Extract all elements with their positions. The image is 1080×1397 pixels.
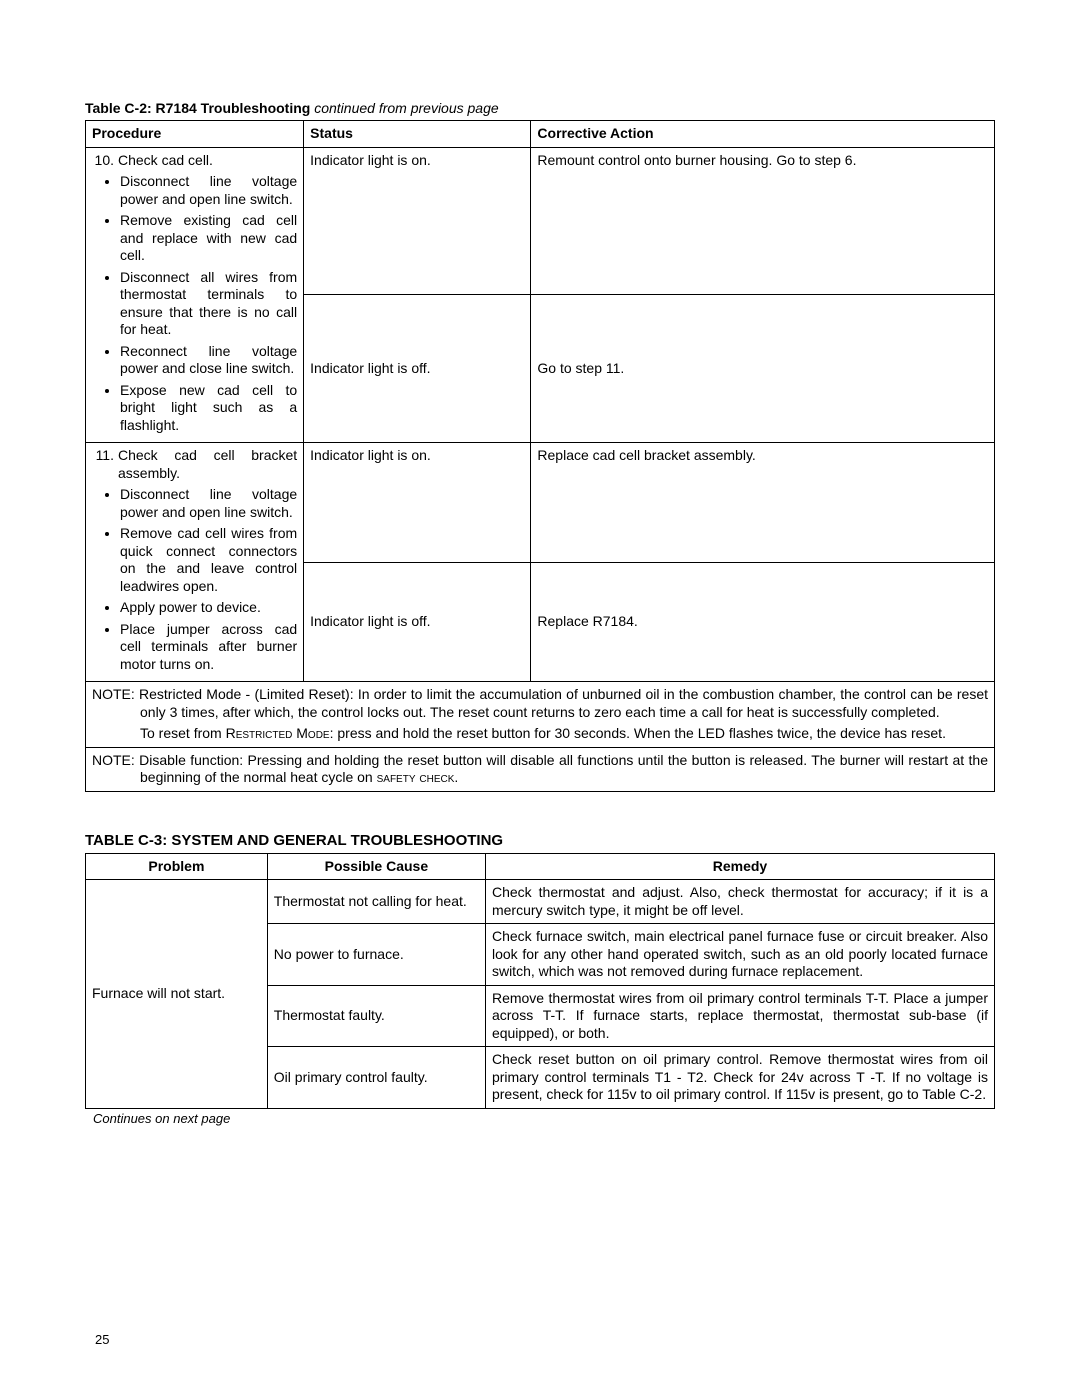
table-c3-title: TABLE C-3: SYSTEM AND GENERAL TROUBLESHO… bbox=[85, 832, 995, 849]
list-item: Place jumper across cad cell terminals a… bbox=[120, 621, 297, 674]
table-c2-caption-ital: continued from previous page bbox=[314, 100, 498, 116]
status-cell: Indicator light is on. bbox=[304, 147, 531, 295]
table-c2-header-row: Procedure Status Corrective Action bbox=[86, 121, 995, 148]
remedy-cell: Remove thermostat wires from oil primary… bbox=[485, 985, 994, 1047]
action-cell: Go to step 11. bbox=[531, 295, 995, 443]
header-status: Status bbox=[304, 121, 531, 148]
problem-cell: Furnace will not start. bbox=[86, 880, 268, 1109]
step10-bullets: Disconnect line voltage power and open l… bbox=[92, 173, 297, 434]
note1-line2: To reset from Restricted Mode: press and… bbox=[92, 725, 988, 743]
list-item: Expose new cad cell to bright light such… bbox=[120, 382, 297, 435]
status-cell: Indicator light is on. bbox=[304, 443, 531, 563]
table-c3-header-row: Problem Possible Cause Remedy bbox=[86, 853, 995, 880]
note1-sc: Restricted Mode bbox=[226, 725, 330, 741]
note1-post: : press and hold the reset button for 30… bbox=[330, 725, 946, 741]
step-number: 10. bbox=[92, 152, 116, 170]
list-item: Disconnect line voltage power and open l… bbox=[120, 486, 297, 521]
list-item: Remove existing cad cell and replace wit… bbox=[120, 212, 297, 265]
list-item: Remove cad cell wires from quick connect… bbox=[120, 525, 297, 595]
remedy-cell: Check furnace switch, main electrical pa… bbox=[485, 924, 994, 986]
cause-cell: Thermostat faulty. bbox=[267, 985, 485, 1047]
table-c2: Procedure Status Corrective Action 10. C… bbox=[85, 120, 995, 792]
header-remedy: Remedy bbox=[485, 853, 994, 880]
note2-post: . bbox=[454, 769, 458, 785]
procedure-cell-11: 11. Check cad cell bracket assembly. Dis… bbox=[86, 443, 304, 682]
procedure-cell-10: 10. Check cad cell. Disconnect line volt… bbox=[86, 147, 304, 443]
continues-note: Continues on next page bbox=[85, 1111, 995, 1126]
note-disable-function: NOTE: Disable function: Pressing and hol… bbox=[86, 747, 995, 791]
list-item: Apply power to device. bbox=[120, 599, 297, 617]
action-cell: Remount control onto burner housing. Go … bbox=[531, 147, 995, 295]
list-item: Disconnect line voltage power and open l… bbox=[120, 173, 297, 208]
step-lead: Check cad cell. bbox=[118, 152, 297, 170]
note1-pre: To reset from bbox=[140, 725, 226, 741]
cause-cell: Thermostat not calling for heat. bbox=[267, 880, 485, 924]
step-number: 11. bbox=[92, 447, 116, 482]
step11-bullets: Disconnect line voltage power and open l… bbox=[92, 486, 297, 673]
table-row: NOTE: Restricted Mode - (Limited Reset):… bbox=[86, 682, 995, 748]
table-row: 11. Check cad cell bracket assembly. Dis… bbox=[86, 443, 995, 563]
note2-sc: safety check bbox=[377, 769, 455, 785]
header-possible-cause: Possible Cause bbox=[267, 853, 485, 880]
status-cell: Indicator light is off. bbox=[304, 295, 531, 443]
list-item: Reconnect line voltage power and close l… bbox=[120, 343, 297, 378]
status-cell: Indicator light is off. bbox=[304, 562, 531, 682]
table-c3: Problem Possible Cause Remedy Furnace wi… bbox=[85, 853, 995, 1109]
header-corrective-action: Corrective Action bbox=[531, 121, 995, 148]
action-cell: Replace cad cell bracket assembly. bbox=[531, 443, 995, 563]
remedy-cell: Check reset button on oil primary contro… bbox=[485, 1047, 994, 1109]
table-c2-caption: Table C-2: R7184 Troubleshooting continu… bbox=[85, 100, 995, 116]
table-row: Furnace will not start. Thermostat not c… bbox=[86, 880, 995, 924]
list-item: Disconnect all wires from thermostat ter… bbox=[120, 269, 297, 339]
table-row: 10. Check cad cell. Disconnect line volt… bbox=[86, 147, 995, 295]
note1-line1: NOTE: Restricted Mode - (Limited Reset):… bbox=[92, 686, 988, 721]
header-problem: Problem bbox=[86, 853, 268, 880]
table-row: NOTE: Disable function: Pressing and hol… bbox=[86, 747, 995, 791]
note2-body: NOTE: Disable function: Pressing and hol… bbox=[92, 752, 988, 787]
cause-cell: No power to furnace. bbox=[267, 924, 485, 986]
note2-pre: NOTE: Disable function: Pressing and hol… bbox=[92, 752, 988, 786]
remedy-cell: Check thermostat and adjust. Also, check… bbox=[485, 880, 994, 924]
step-lead: Check cad cell bracket assembly. bbox=[118, 447, 297, 482]
table-c2-caption-bold: Table C-2: R7184 Troubleshooting bbox=[85, 100, 314, 116]
header-procedure: Procedure bbox=[86, 121, 304, 148]
note-restricted-mode: NOTE: Restricted Mode - (Limited Reset):… bbox=[86, 682, 995, 748]
cause-cell: Oil primary control faulty. bbox=[267, 1047, 485, 1109]
page-number: 25 bbox=[95, 1332, 109, 1347]
action-cell: Replace R7184. bbox=[531, 562, 995, 682]
